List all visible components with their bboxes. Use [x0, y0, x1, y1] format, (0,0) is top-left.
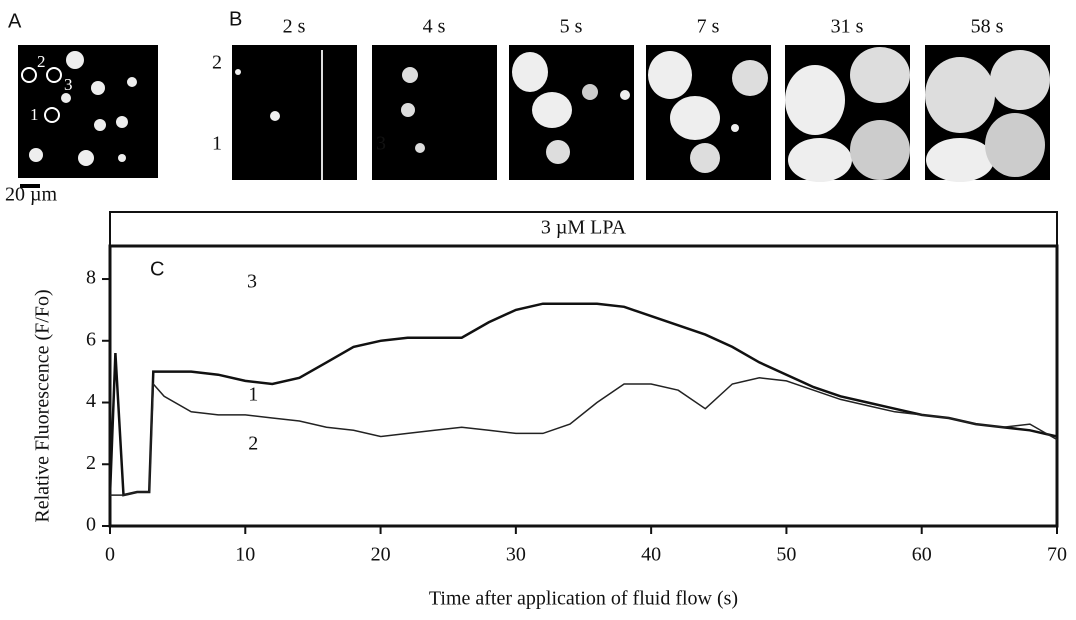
cell-label: 1 [30, 105, 39, 124]
time-label: 31 s [831, 16, 864, 38]
y-tick-label: 2 [86, 452, 96, 474]
x-axis-label: Time after application of fluid flow (s) [429, 588, 738, 610]
series-label: 1 [248, 384, 258, 406]
panel-label: A [8, 10, 22, 32]
x-tick-label: 20 [371, 544, 391, 566]
cell-label: 3 [64, 75, 73, 94]
x-tick-label: 70 [1047, 544, 1067, 566]
time-label: 5 s [560, 16, 583, 38]
scale-bar-label: 20 µm [5, 184, 58, 206]
panel-label: C [150, 258, 164, 280]
time-label: 2 s [283, 16, 306, 38]
marker-label: 3 [376, 133, 386, 155]
series-label: 2 [248, 432, 258, 454]
plot-frame [108, 244, 1059, 528]
cell-label: 2 [37, 52, 46, 71]
time-label: 58 s [971, 16, 1004, 38]
x-tick-label: 50 [776, 544, 796, 566]
x-tick-label: 0 [105, 544, 115, 566]
y-tick-label: 0 [86, 514, 96, 536]
x-tick-label: 60 [912, 544, 932, 566]
images [18, 45, 1050, 188]
y-axis-label: Relative Fluorescence (F/Fo) [32, 289, 54, 522]
marker-label: 1 [212, 133, 222, 155]
marker-label: 2 [212, 52, 222, 74]
y-tick-label: 6 [86, 328, 96, 350]
x-tick-label: 30 [506, 544, 526, 566]
stimulus-label: 3 µM LPA [541, 217, 627, 239]
series-line [110, 377, 1058, 496]
time-label: 7 s [697, 16, 720, 38]
panel-label: B [229, 8, 242, 30]
x-tick-label: 10 [235, 544, 255, 566]
series-line [108, 302, 1058, 497]
annotation: 3 [247, 271, 257, 293]
time-label: 4 s [423, 16, 446, 38]
x-tick-label: 40 [641, 544, 661, 566]
y-tick-label: 8 [86, 267, 96, 289]
y-tick-label: 4 [86, 390, 96, 412]
